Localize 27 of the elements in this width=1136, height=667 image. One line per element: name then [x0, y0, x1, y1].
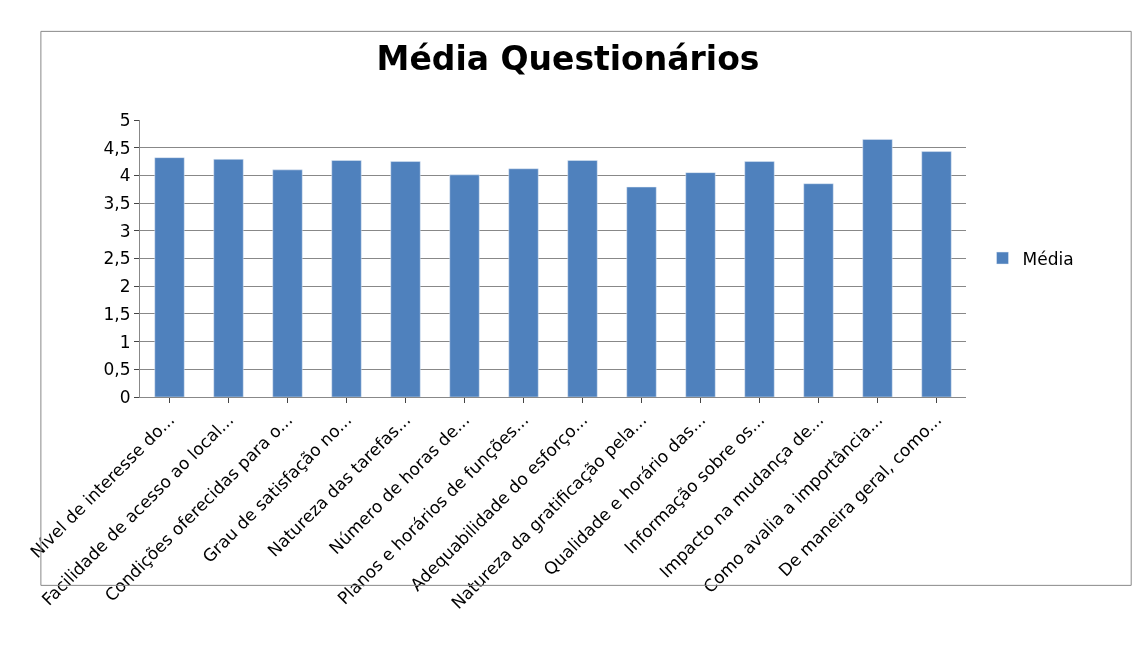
bar	[154, 157, 185, 397]
bar	[213, 159, 244, 397]
bar	[921, 151, 952, 397]
bar	[331, 160, 362, 397]
y-tick-label: 1,5	[103, 303, 131, 324]
y-tick-label: 3,5	[103, 193, 131, 214]
bar	[508, 168, 539, 397]
legend-label: Média	[1022, 248, 1074, 269]
bar	[862, 139, 893, 397]
bar	[390, 161, 421, 397]
y-tick-label: 4,5	[103, 137, 131, 158]
y-tick-label: 2,5	[103, 248, 131, 269]
y-tick-label: 2	[119, 276, 131, 297]
bar	[744, 161, 775, 397]
bar	[685, 172, 716, 397]
y-tick-label: 1	[119, 331, 131, 352]
y-tick-label: 4	[119, 165, 131, 186]
bar	[626, 186, 657, 397]
bar	[272, 169, 303, 397]
chart-title: Média Questionários	[376, 38, 760, 78]
bar	[567, 160, 598, 397]
bar	[803, 183, 834, 397]
y-tick-label: 3	[119, 220, 131, 241]
y-tick-label: 5	[119, 109, 131, 130]
y-tick-label: 0,5	[103, 359, 131, 380]
bar	[449, 174, 480, 397]
y-tick-label: 0	[119, 386, 131, 407]
